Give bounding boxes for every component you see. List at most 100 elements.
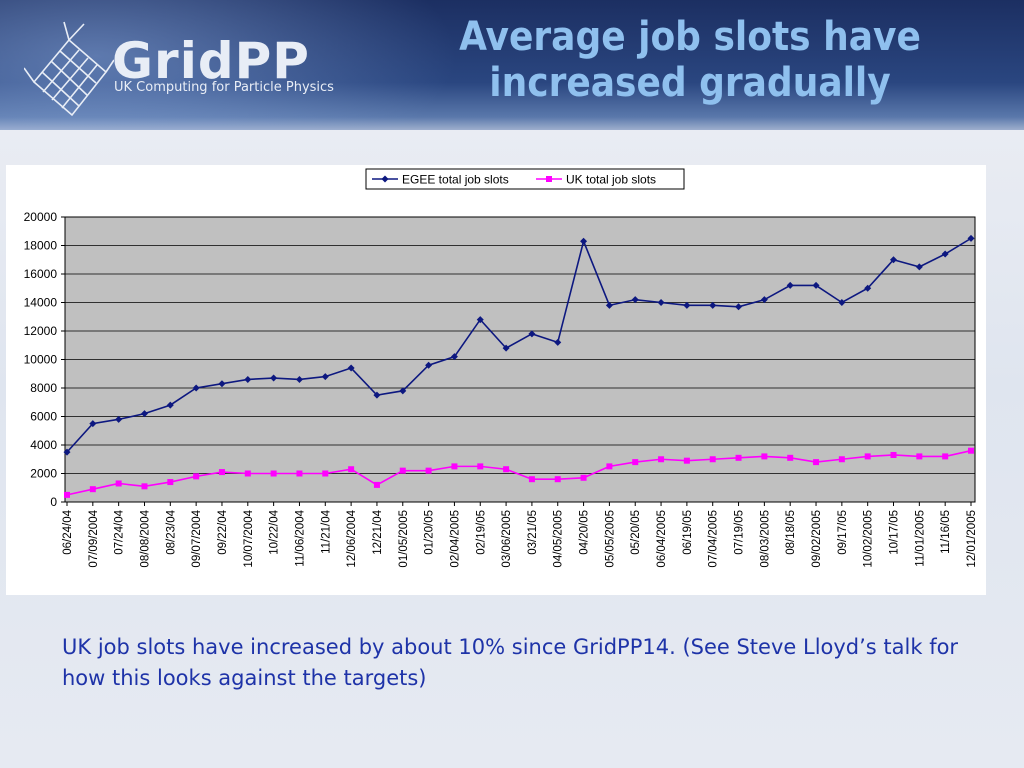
header-glow xyxy=(0,0,460,150)
data-point xyxy=(813,459,820,466)
x-tick-label: 03/21/05 xyxy=(527,510,539,555)
slide-header: GridPP UK Computing for Particle Physics… xyxy=(0,0,1024,150)
legend-label: UK total job slots xyxy=(566,173,656,187)
data-point xyxy=(296,470,303,477)
x-tick-label: 05/05/2005 xyxy=(604,510,616,568)
gridpp-logo-icon xyxy=(24,21,114,117)
data-point xyxy=(683,301,691,309)
data-point xyxy=(606,463,613,470)
x-tick-label: 10/07/2004 xyxy=(243,509,255,567)
data-point xyxy=(63,448,71,456)
data-point xyxy=(890,451,897,458)
x-axis: 06/24/04 07/09/2004 07/24/04 08/08/2004 08/2… xyxy=(62,502,978,568)
x-tick-label: 12/06/2004 xyxy=(346,509,358,567)
data-point xyxy=(399,467,406,474)
x-tick-label: 10/17/05 xyxy=(889,510,901,555)
data-point xyxy=(193,473,200,480)
data-point xyxy=(658,456,665,463)
y-tick-label: 6000 xyxy=(30,410,57,424)
x-tick-label: 01/05/2005 xyxy=(398,510,410,568)
data-point xyxy=(140,410,148,418)
data-point xyxy=(244,470,251,477)
chart-legend: EGEE total job slots UK total job slots xyxy=(365,168,685,190)
logo-tagline: UK Computing for Particle Physics xyxy=(114,80,334,95)
data-point xyxy=(838,456,845,463)
data-point xyxy=(477,463,484,470)
data-point xyxy=(528,476,535,483)
x-tick-label: 08/23/04 xyxy=(165,509,177,554)
x-tick-label: 03/06/2005 xyxy=(501,510,513,568)
y-tick-label: 14000 xyxy=(24,296,58,310)
data-point xyxy=(115,480,122,487)
y-tick-label: 0 xyxy=(50,495,57,509)
x-tick-label: 04/20/05 xyxy=(579,510,591,555)
data-point xyxy=(321,373,329,381)
data-point xyxy=(115,415,123,423)
legend-swatch-marker xyxy=(546,176,552,182)
x-tick-label: 07/09/2004 xyxy=(88,509,100,567)
x-tick-label: 07/04/2005 xyxy=(708,510,720,568)
x-tick-label: 11/21/04 xyxy=(320,509,332,554)
data-point xyxy=(709,456,716,463)
data-point xyxy=(89,420,97,428)
x-tick-label: 07/19/05 xyxy=(734,510,746,555)
data-point xyxy=(916,453,923,460)
series-line xyxy=(66,237,972,453)
data-point xyxy=(580,474,587,481)
slide-caption: UK job slots have increased by about 10%… xyxy=(62,635,959,690)
egee-series xyxy=(63,234,975,456)
chart-panel: 0 2000 4000 6000 8000 10000 12000 14000 16000 180… xyxy=(6,165,986,595)
data-point xyxy=(167,479,174,486)
uk-series xyxy=(64,447,974,498)
x-tick-label: 04/05/2005 xyxy=(553,510,565,568)
x-tick-label: 11/01/2005 xyxy=(914,510,926,567)
data-point xyxy=(915,263,923,271)
data-point xyxy=(786,281,794,289)
data-point xyxy=(890,256,898,264)
data-point xyxy=(761,453,768,460)
data-point xyxy=(218,380,226,388)
data-point xyxy=(631,296,639,304)
data-point xyxy=(64,491,70,498)
x-tick-label: 10/02/2005 xyxy=(863,510,875,568)
x-tick-label: 02/04/2005 xyxy=(449,510,461,568)
x-tick-label: 08/18/05 xyxy=(785,510,797,555)
x-tick-label: 01/20/05 xyxy=(424,510,436,555)
data-point xyxy=(554,476,561,483)
x-tick-label: 09/17/05 xyxy=(837,510,849,555)
data-point xyxy=(838,299,846,306)
y-axis: 0 2000 4000 6000 8000 10000 12000 14000 16000 180… xyxy=(24,210,65,509)
data-point xyxy=(554,338,562,346)
data-point xyxy=(218,469,225,476)
x-tick-label: 11/16/05 xyxy=(940,510,952,554)
data-point xyxy=(941,250,949,258)
y-tick-label: 8000 xyxy=(30,381,57,395)
x-tick-label: 11/06/2004 xyxy=(294,509,306,566)
data-point xyxy=(683,457,690,464)
y-tick-label: 12000 xyxy=(24,324,58,338)
data-point xyxy=(632,459,639,466)
data-point xyxy=(192,384,200,392)
gridlines xyxy=(65,216,975,503)
y-tick-label: 4000 xyxy=(30,438,57,452)
data-point xyxy=(787,454,794,461)
x-tick-label: 12/01/2005 xyxy=(966,510,978,568)
data-point xyxy=(89,486,96,493)
data-point xyxy=(450,353,458,361)
data-point xyxy=(760,296,768,304)
data-point xyxy=(605,301,613,309)
x-tick-label: 08/03/2005 xyxy=(759,510,771,568)
data-point xyxy=(503,466,510,473)
data-point xyxy=(864,284,872,292)
data-point xyxy=(528,330,536,338)
data-point xyxy=(166,401,174,409)
x-tick-label: 09/07/2004 xyxy=(191,509,203,567)
data-point xyxy=(348,466,355,473)
data-point xyxy=(425,361,433,369)
x-tick-label: 06/24/04 xyxy=(62,509,74,554)
x-tick-label: 10/22/04 xyxy=(269,509,281,554)
data-point xyxy=(244,375,252,383)
data-point xyxy=(270,374,278,382)
data-point xyxy=(373,391,381,399)
x-tick-label: 09/22/04 xyxy=(217,509,229,554)
